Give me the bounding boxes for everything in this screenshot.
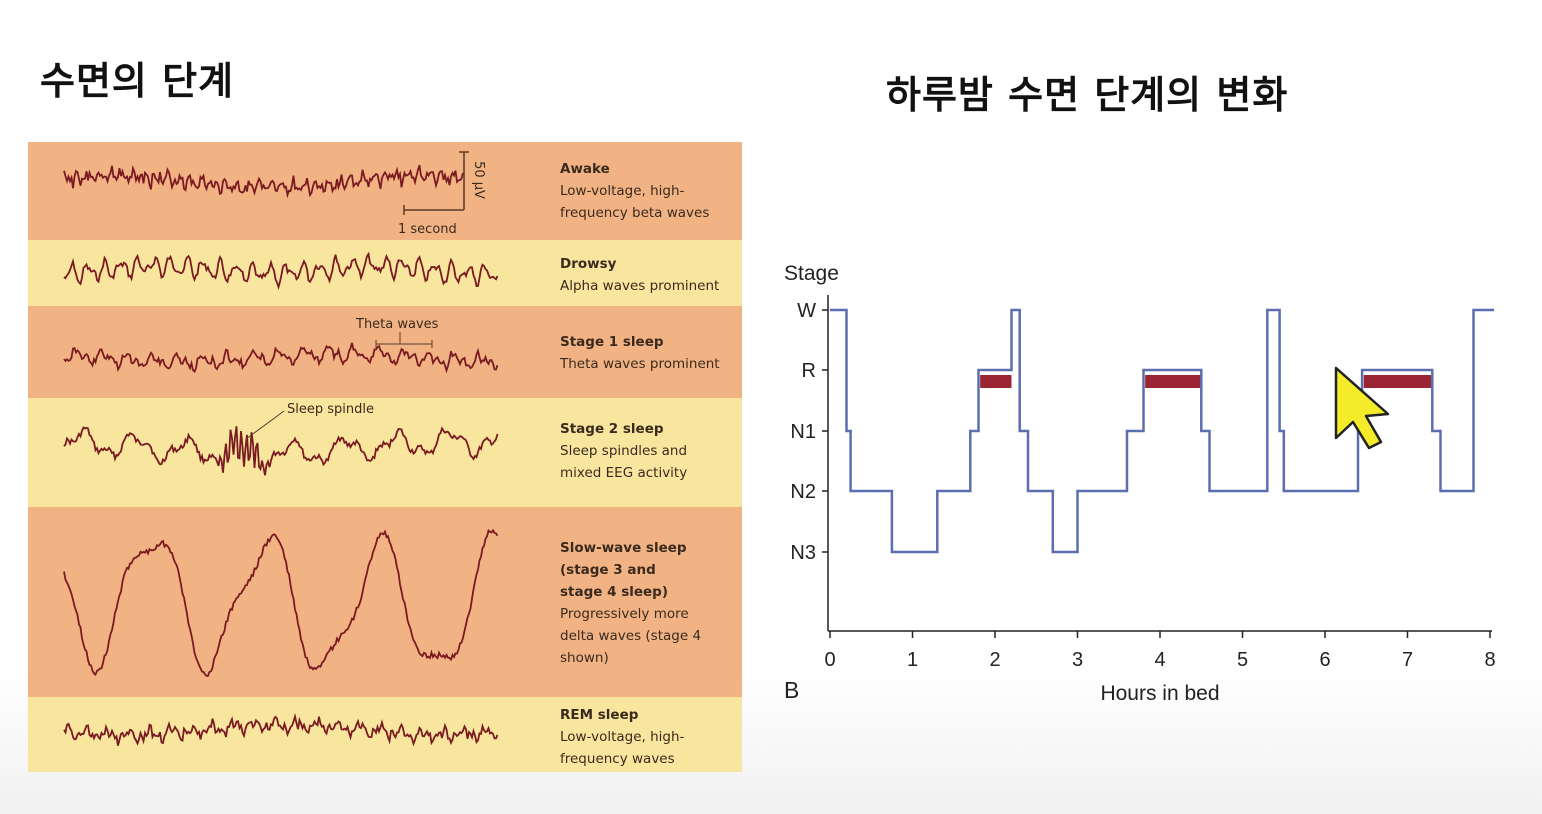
eeg-stages-figure: 1 second 50 μV Theta waves Sleep spindle… xyxy=(28,142,742,772)
mouse-cursor-icon xyxy=(1334,366,1390,450)
rem-period-bar xyxy=(1363,375,1433,388)
left-title: 수면의 단계 xyxy=(40,59,235,103)
hypnogram-chart: Stage W R N1 N2 N3 0 1 2 3 4 5 6 7 8 B Hours in bed xyxy=(784,262,1496,705)
y-tick-label: W xyxy=(797,300,816,322)
band-stage2 xyxy=(28,398,742,507)
x-tick-label: 3 xyxy=(1072,649,1083,671)
stage-desc: Sleep spindles and mixed EEG activity xyxy=(560,443,688,481)
stage-desc: Progressively more delta waves (stage 4 … xyxy=(560,606,702,666)
stage-name: Awake xyxy=(560,161,610,177)
scale-bar: 1 second 50 μV xyxy=(398,151,486,237)
spindle-annotation: Sleep spindle xyxy=(245,402,374,440)
trace-stage2 xyxy=(63,426,499,476)
label-rem: REM sleep Low-voltage, high- frequency w… xyxy=(560,704,684,770)
stage-desc: Alpha waves prominent xyxy=(560,278,720,294)
label-awake: Awake Low-voltage, high- frequency beta … xyxy=(560,158,709,224)
label-stage1: Stage 1 sleep Theta waves prominent xyxy=(560,331,720,375)
band-drowsy xyxy=(28,240,742,306)
theta-waves-label: Theta waves xyxy=(355,317,439,332)
y-tick-label: R xyxy=(802,360,816,382)
x-axis-title: Hours in bed xyxy=(1100,682,1219,705)
x-tick-label: 0 xyxy=(824,649,835,671)
label-slow-wave: Slow-wave sleep (stage 3 and stage 4 sle… xyxy=(560,537,701,669)
band-slow-wave xyxy=(28,507,742,697)
rem-period-bar xyxy=(1145,375,1202,388)
band-awake xyxy=(28,142,742,240)
stage-name: Stage 1 sleep xyxy=(560,334,664,350)
y-tick-label: N1 xyxy=(790,421,816,443)
band-stage1 xyxy=(28,306,742,398)
trace-rem xyxy=(63,712,499,747)
panel-letter: B xyxy=(784,677,799,703)
x-tick-label: 4 xyxy=(1154,649,1165,671)
label-drowsy: Drowsy Alpha waves prominent xyxy=(560,253,719,297)
stage-name: REM sleep xyxy=(560,707,639,723)
sleep-spindle-label: Sleep spindle xyxy=(287,402,374,417)
label-stage2: Stage 2 sleep Sleep spindles and mixed E… xyxy=(560,418,687,484)
stage-desc: Low-voltage, high- frequency waves xyxy=(560,729,685,767)
trace-slow-wave xyxy=(63,528,499,677)
hypnogram-line xyxy=(830,308,1495,554)
x-tick-label: 2 xyxy=(989,649,1000,671)
stage-name: Slow-wave sleep (stage 3 and stage 4 sle… xyxy=(560,540,687,600)
theta-annotation: Theta waves xyxy=(355,317,439,348)
x-tick-label: 5 xyxy=(1237,649,1248,671)
stage-desc: Theta waves prominent xyxy=(560,356,720,372)
x-tick-label: 6 xyxy=(1319,649,1330,671)
x-tick-label: 8 xyxy=(1484,649,1495,671)
rem-period-bar xyxy=(980,375,1012,388)
eeg-traces: 1 second 50 μV Theta waves Sleep spindle xyxy=(63,151,499,747)
trace-stage1 xyxy=(63,342,499,374)
stage-name: Drowsy xyxy=(560,256,617,272)
trace-drowsy xyxy=(63,251,499,291)
scale-amplitude-label: 50 μV xyxy=(471,161,486,199)
y-tick-label: N2 xyxy=(790,481,816,503)
trace-awake xyxy=(63,164,464,199)
y-tick-label: N3 xyxy=(790,542,816,564)
scale-time-label: 1 second xyxy=(398,222,457,237)
y-axis-title: Stage xyxy=(784,262,839,285)
stage-name: Stage 2 sleep xyxy=(560,421,664,437)
x-tick-label: 1 xyxy=(907,649,918,671)
stage-desc: Low-voltage, high- frequency beta waves xyxy=(560,183,710,221)
x-tick-label: 7 xyxy=(1402,649,1413,671)
right-title: 하루밤 수면 단계의 변화 xyxy=(886,73,1289,117)
